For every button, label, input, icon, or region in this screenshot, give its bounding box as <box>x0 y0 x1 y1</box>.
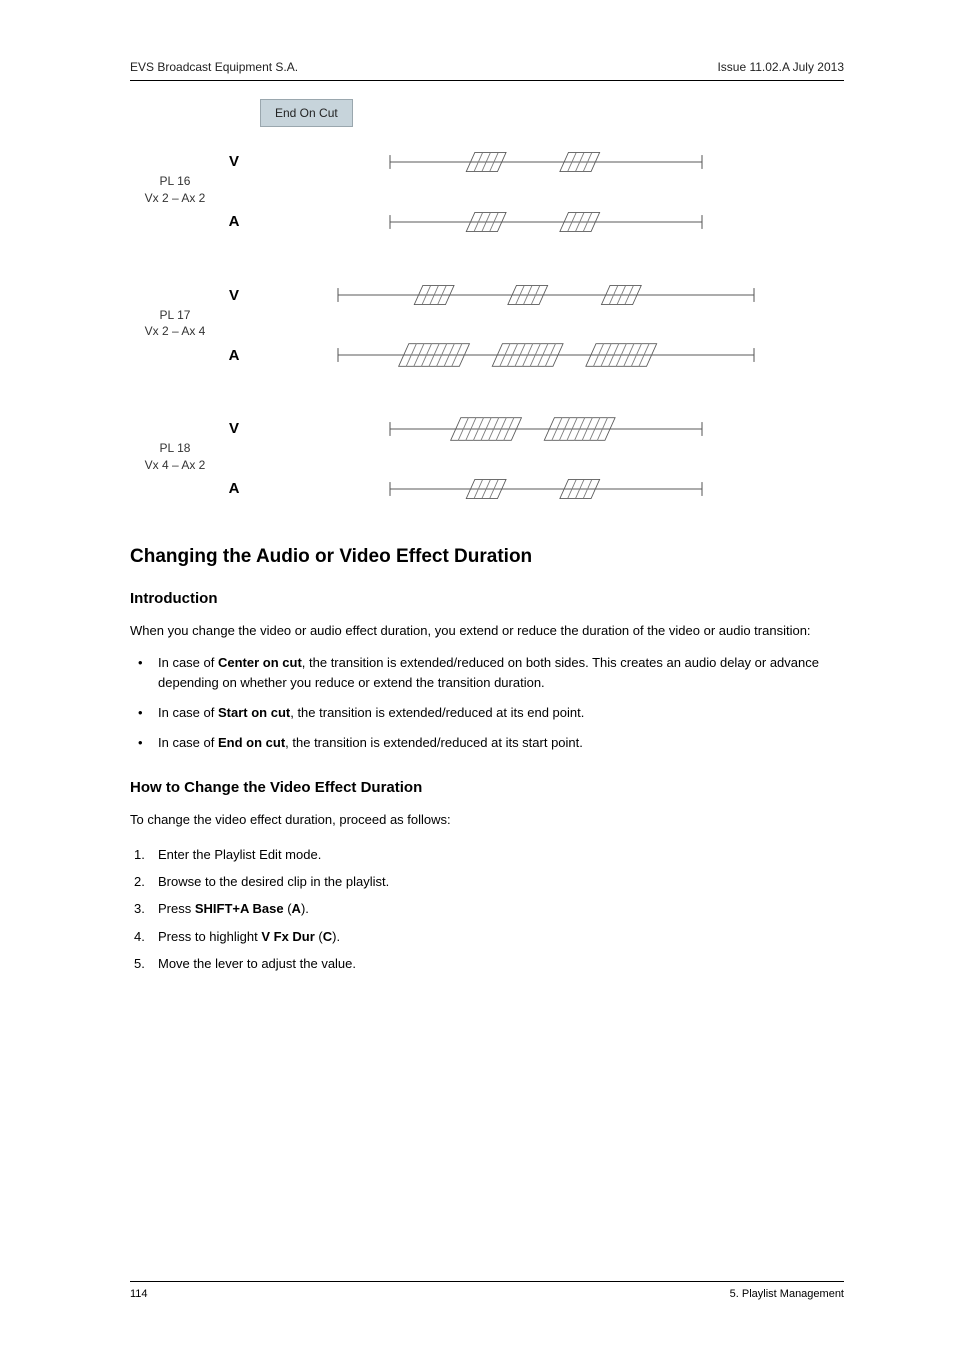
track-label: A <box>220 480 248 497</box>
step-item: Press to highlight V Fx Dur (C). <box>130 925 844 948</box>
step-item: Move the lever to adjust the value. <box>130 952 844 975</box>
pl-block: PL 18Vx 4 – Ax 2V A <box>130 412 844 512</box>
footer-rule <box>130 1281 844 1282</box>
pl-block: PL 16Vx 2 – Ax 2V A <box>130 145 844 245</box>
page-footer: 114 5. Playlist Management <box>130 1281 844 1300</box>
header-left: EVS Broadcast Equipment S.A. <box>130 60 298 74</box>
pl-label: PL 18Vx 4 – Ax 2 <box>130 440 220 474</box>
track-row: PL 16Vx 2 – Ax 2V <box>130 145 844 179</box>
intro-paragraph: When you change the video or audio effec… <box>130 621 844 641</box>
bullet-item: In case of Start on cut, the transition … <box>130 703 844 723</box>
howto-paragraph: To change the video effect duration, pro… <box>130 810 844 830</box>
howto-steps: Enter the Playlist Edit mode. Browse to t… <box>130 843 844 976</box>
header-rule <box>130 80 844 81</box>
intro-heading: Introduction <box>130 590 844 607</box>
track-svg <box>248 149 844 175</box>
pl-label: PL 16Vx 2 – Ax 2 <box>130 173 220 207</box>
track-svg <box>248 342 844 368</box>
track-row: A <box>130 476 844 502</box>
bullet-item: In case of Center on cut, the transition… <box>130 653 844 693</box>
track-label: V <box>220 287 248 304</box>
section-title: Changing the Audio or Video Effect Durat… <box>130 546 844 568</box>
track-svg <box>248 476 844 502</box>
step-item: Enter the Playlist Edit mode. <box>130 843 844 866</box>
pl-block: PL 17Vx 2 – Ax 4V A <box>130 279 844 379</box>
track-label: A <box>220 213 248 230</box>
timing-diagram: End On Cut PL 16Vx 2 – Ax 2VAPL 17Vx 2 –… <box>130 99 844 512</box>
intro-bullets: In case of Center on cut, the transition… <box>130 653 844 754</box>
track-label: V <box>220 420 248 437</box>
track-label: V <box>220 153 248 170</box>
header-right: Issue 11.02.A July 2013 <box>717 60 844 74</box>
page: EVS Broadcast Equipment S.A. Issue 11.02… <box>0 0 954 1350</box>
step-item: Browse to the desired clip in the playli… <box>130 870 844 893</box>
page-number: 114 <box>130 1288 148 1300</box>
track-row: PL 17Vx 2 – Ax 4V <box>130 279 844 313</box>
step-item: Press SHIFT+A Base (A). <box>130 897 844 920</box>
track-svg <box>248 282 844 308</box>
track-row: PL 18Vx 4 – Ax 2V <box>130 412 844 446</box>
end-on-cut-button: End On Cut <box>260 99 353 127</box>
chapter-label: 5. Playlist Management <box>730 1288 844 1300</box>
track-svg <box>248 416 844 442</box>
bullet-item: In case of End on cut, the transition is… <box>130 733 844 753</box>
running-header: EVS Broadcast Equipment S.A. Issue 11.02… <box>130 60 844 74</box>
track-label: A <box>220 347 248 364</box>
track-row: A <box>130 342 844 368</box>
pl-label: PL 17Vx 2 – Ax 4 <box>130 307 220 341</box>
track-row: A <box>130 209 844 235</box>
track-svg <box>248 209 844 235</box>
howto-heading: How to Change the Video Effect Duration <box>130 779 844 796</box>
